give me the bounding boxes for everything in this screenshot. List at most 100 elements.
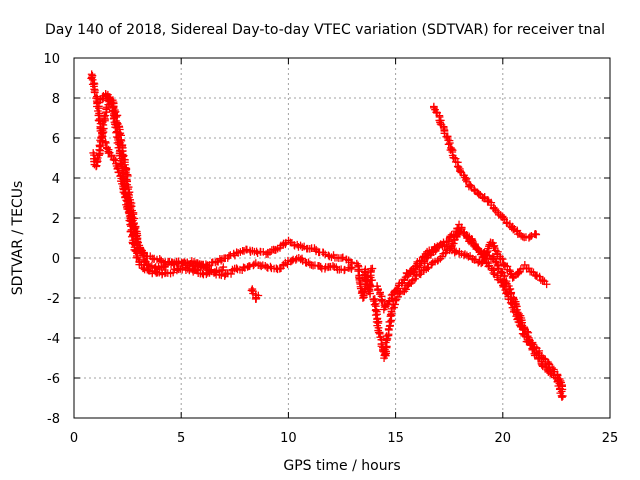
x-tick-label: 5 [177, 431, 185, 446]
data-point [288, 256, 296, 265]
data-point [424, 264, 433, 272]
data-point [489, 269, 498, 277]
data-point [100, 113, 109, 121]
x-tick-label: 20 [495, 431, 512, 446]
data-point [544, 359, 553, 368]
data-point [501, 278, 510, 287]
x-tick-label: 0 [70, 431, 78, 446]
data-point [423, 263, 432, 272]
y-tick-label: -2 [47, 292, 60, 307]
data-point [473, 244, 481, 252]
data-layer [87, 70, 567, 402]
data-point [254, 291, 263, 300]
data-point [109, 114, 118, 123]
data-point [535, 272, 544, 281]
data-point [370, 300, 379, 309]
data-point [538, 361, 546, 369]
data-point [365, 280, 374, 289]
data-point [500, 271, 509, 280]
data-point [374, 328, 383, 337]
data-point [439, 238, 448, 247]
data-point [247, 286, 256, 295]
data-point [427, 247, 436, 255]
data-point [227, 270, 235, 278]
data-point [101, 139, 110, 147]
data-point [321, 250, 330, 259]
data-point [438, 252, 446, 261]
data-point [361, 268, 369, 277]
data-point [449, 231, 458, 240]
y-tick-label: -6 [47, 372, 60, 387]
data-point [347, 263, 356, 272]
x-tick-label: 25 [602, 431, 619, 446]
data-point [558, 385, 567, 394]
y-tick-label: 2 [52, 212, 60, 227]
y-tick-label: -8 [47, 412, 60, 427]
data-point [90, 88, 99, 97]
grid-layer [74, 58, 610, 418]
data-point [493, 260, 502, 269]
data-series [402, 238, 551, 289]
chart-title: Day 140 of 2018, Sidereal Day-to-day VTE… [45, 22, 605, 38]
data-point [524, 264, 533, 273]
data-point [526, 232, 534, 241]
plot-frame [73, 57, 611, 419]
data-point [404, 280, 413, 289]
data-series [429, 102, 541, 242]
data-point [392, 285, 401, 294]
data-point [445, 237, 453, 246]
y-tick-label: 10 [43, 52, 60, 67]
x-tick-label: 10 [280, 431, 297, 446]
data-point [383, 335, 392, 343]
data-point [245, 262, 254, 270]
data-point [359, 294, 367, 302]
x-tick-label: 15 [387, 431, 404, 446]
data-series [352, 259, 377, 302]
data-point [219, 263, 228, 271]
data-point [532, 230, 541, 239]
data-point [386, 310, 395, 319]
data-point [402, 285, 410, 294]
data-point [449, 239, 458, 248]
data-point [112, 133, 121, 141]
data-point [446, 139, 454, 147]
data-point [101, 111, 109, 120]
tick-layer: 0 5 10 15 20 25 -8 -6 -4 -2 0 2 4 6 8 10 [43, 52, 618, 446]
data-point [393, 284, 402, 293]
data-series [373, 220, 567, 394]
y-tick-label: 0 [52, 252, 60, 267]
data-point [217, 271, 226, 280]
data-point [558, 393, 566, 402]
data-point [450, 248, 459, 257]
data-point [479, 194, 488, 203]
data-point [367, 264, 375, 273]
data-point [134, 253, 142, 262]
data-series [189, 253, 356, 280]
data-point [480, 193, 489, 201]
data-point [390, 303, 398, 312]
data-point [411, 274, 419, 283]
data-point [150, 264, 159, 272]
data-series [247, 285, 263, 303]
data-point [118, 168, 127, 177]
data-point [112, 128, 120, 137]
data-point [354, 267, 363, 275]
data-point [400, 276, 409, 285]
y-axis-label: SDTVAR / TECUs [10, 181, 26, 296]
data-series [95, 89, 356, 271]
data-point [506, 298, 515, 307]
data-point [384, 300, 392, 309]
data-point [498, 255, 507, 263]
data-point [373, 282, 381, 290]
data-point [542, 280, 551, 289]
data-point [451, 230, 460, 239]
data-series [89, 93, 206, 273]
y-tick-label: 8 [52, 92, 60, 107]
data-point [483, 248, 491, 257]
data-point [371, 311, 380, 319]
y-tick-label: 6 [52, 132, 60, 147]
y-tick-label: 4 [52, 172, 60, 187]
data-point [456, 167, 465, 176]
x-axis-label: GPS time / hours [283, 458, 400, 474]
